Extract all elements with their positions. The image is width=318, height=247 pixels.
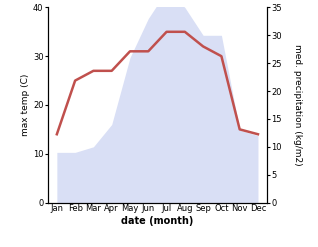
Y-axis label: max temp (C): max temp (C) [21,74,30,136]
X-axis label: date (month): date (month) [121,216,194,226]
Y-axis label: med. precipitation (kg/m2): med. precipitation (kg/m2) [293,44,302,166]
